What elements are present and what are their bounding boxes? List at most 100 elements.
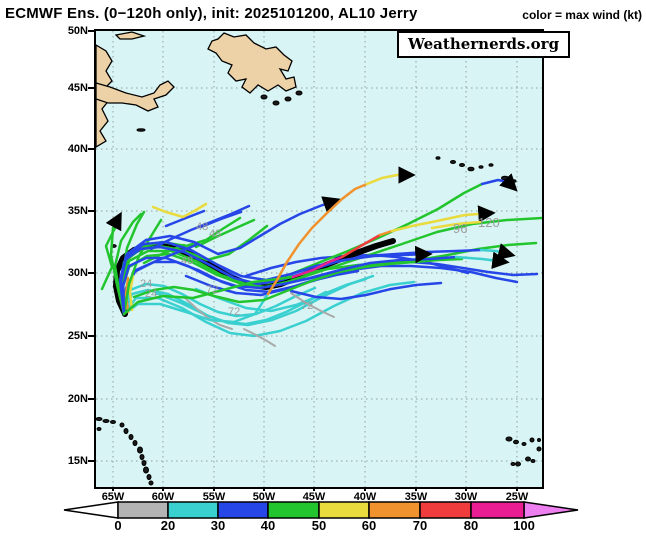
colorbar-right-arrow xyxy=(523,501,579,519)
island xyxy=(478,165,484,169)
island xyxy=(143,466,149,474)
island xyxy=(513,439,519,445)
forecast-hour-label: 96 xyxy=(453,221,467,236)
island xyxy=(530,459,536,463)
ensemble-track xyxy=(142,243,186,265)
lat-label: 35N xyxy=(67,205,88,217)
lon-label: 60W xyxy=(151,491,175,503)
ensemble-track xyxy=(430,220,482,230)
forecast-hour-label: 48 xyxy=(181,255,193,267)
ensemble-track xyxy=(151,202,208,219)
island xyxy=(136,128,146,132)
ensemble-track xyxy=(266,241,538,285)
ensemble-track xyxy=(100,224,118,291)
island xyxy=(295,90,303,96)
forecast-hour-label: 48 xyxy=(209,228,221,240)
colorbar-tick-label: 50 xyxy=(312,518,326,533)
island xyxy=(284,96,292,102)
island xyxy=(459,163,465,167)
lat-tick xyxy=(88,460,94,462)
lon-tick xyxy=(162,487,164,491)
island xyxy=(139,454,145,460)
colorbar-left-arrow xyxy=(63,501,119,519)
lat-label: 15N xyxy=(67,455,88,467)
ensemble-track xyxy=(128,274,135,312)
lat-tick xyxy=(88,30,94,32)
lat-tick xyxy=(88,335,94,337)
island xyxy=(141,460,147,466)
island xyxy=(96,417,103,421)
ensemble-track xyxy=(164,209,206,228)
island xyxy=(137,446,143,454)
color-scale-caption: color = max wind (kt) xyxy=(522,8,642,22)
lat-tick xyxy=(88,87,94,89)
lat-label: 40N xyxy=(67,143,88,155)
watermark-badge: Weathernerds.org xyxy=(397,31,571,58)
lon-tick xyxy=(213,487,215,491)
colorbar-segment xyxy=(419,501,472,519)
ensemble-track xyxy=(122,292,270,324)
colorbar: 0 20 30 40 50 60 70 80 100 xyxy=(0,499,646,533)
island xyxy=(128,434,134,440)
ensemble-track xyxy=(340,233,382,259)
lat-label: 50N xyxy=(67,25,88,37)
island xyxy=(488,163,494,167)
island xyxy=(102,419,110,423)
island xyxy=(450,160,456,164)
island xyxy=(515,461,521,467)
island xyxy=(123,428,129,434)
lon-label: 25W xyxy=(505,491,529,503)
island xyxy=(525,456,531,462)
colorbar-segment xyxy=(368,501,421,519)
ensemble-track xyxy=(122,282,317,318)
island xyxy=(260,94,268,100)
forecast-hour-label: 72 xyxy=(228,306,240,318)
ensemble-track xyxy=(132,257,464,304)
forecast-hour-label: 120 xyxy=(478,215,500,230)
ensemble-track xyxy=(480,173,518,192)
lat-tick xyxy=(88,210,94,212)
ensemble-track xyxy=(113,212,143,316)
ensemble-track xyxy=(378,229,394,237)
lat-tick xyxy=(88,148,94,150)
colorbar-segment xyxy=(217,501,269,519)
colorbar-segment xyxy=(267,501,320,519)
island xyxy=(435,156,441,160)
lon-label: 55W xyxy=(202,491,226,503)
ensemble-track xyxy=(365,166,416,186)
ensemble-track xyxy=(290,292,335,318)
ensemble-track xyxy=(121,255,458,316)
map-panel: 24 24 48 48 48 72 72 72 96 120 xyxy=(94,29,544,489)
lon-tick xyxy=(516,487,518,491)
colorbar-tick-label: 30 xyxy=(211,518,225,533)
island xyxy=(529,437,535,443)
lat-label: 45N xyxy=(67,82,88,94)
ensemble-track xyxy=(244,253,470,278)
ensemble-track xyxy=(479,243,516,261)
island xyxy=(96,427,102,431)
ensemble-track xyxy=(289,281,443,301)
lon-label: 40W xyxy=(353,491,377,503)
colorbar-segment xyxy=(318,501,370,519)
ensemble-track xyxy=(124,276,130,314)
island xyxy=(467,166,475,172)
ensemble-track xyxy=(194,277,368,313)
colorbar-tick-label: 60 xyxy=(362,518,376,533)
island xyxy=(510,462,516,466)
ensemble-track xyxy=(122,275,295,316)
colorbar-tick-label: 20 xyxy=(161,518,175,533)
ensemble-track xyxy=(266,182,369,296)
ensemble-track xyxy=(194,218,256,249)
lat-tick xyxy=(88,272,94,274)
lon-label: 50W xyxy=(252,491,276,503)
island xyxy=(501,175,509,181)
island xyxy=(272,100,280,106)
track-layer-over xyxy=(105,166,542,316)
landmass-nova-scotia xyxy=(96,80,175,112)
ensemble-track xyxy=(154,290,328,326)
island xyxy=(148,480,154,486)
lat-label: 20N xyxy=(67,393,88,405)
island xyxy=(505,436,513,442)
